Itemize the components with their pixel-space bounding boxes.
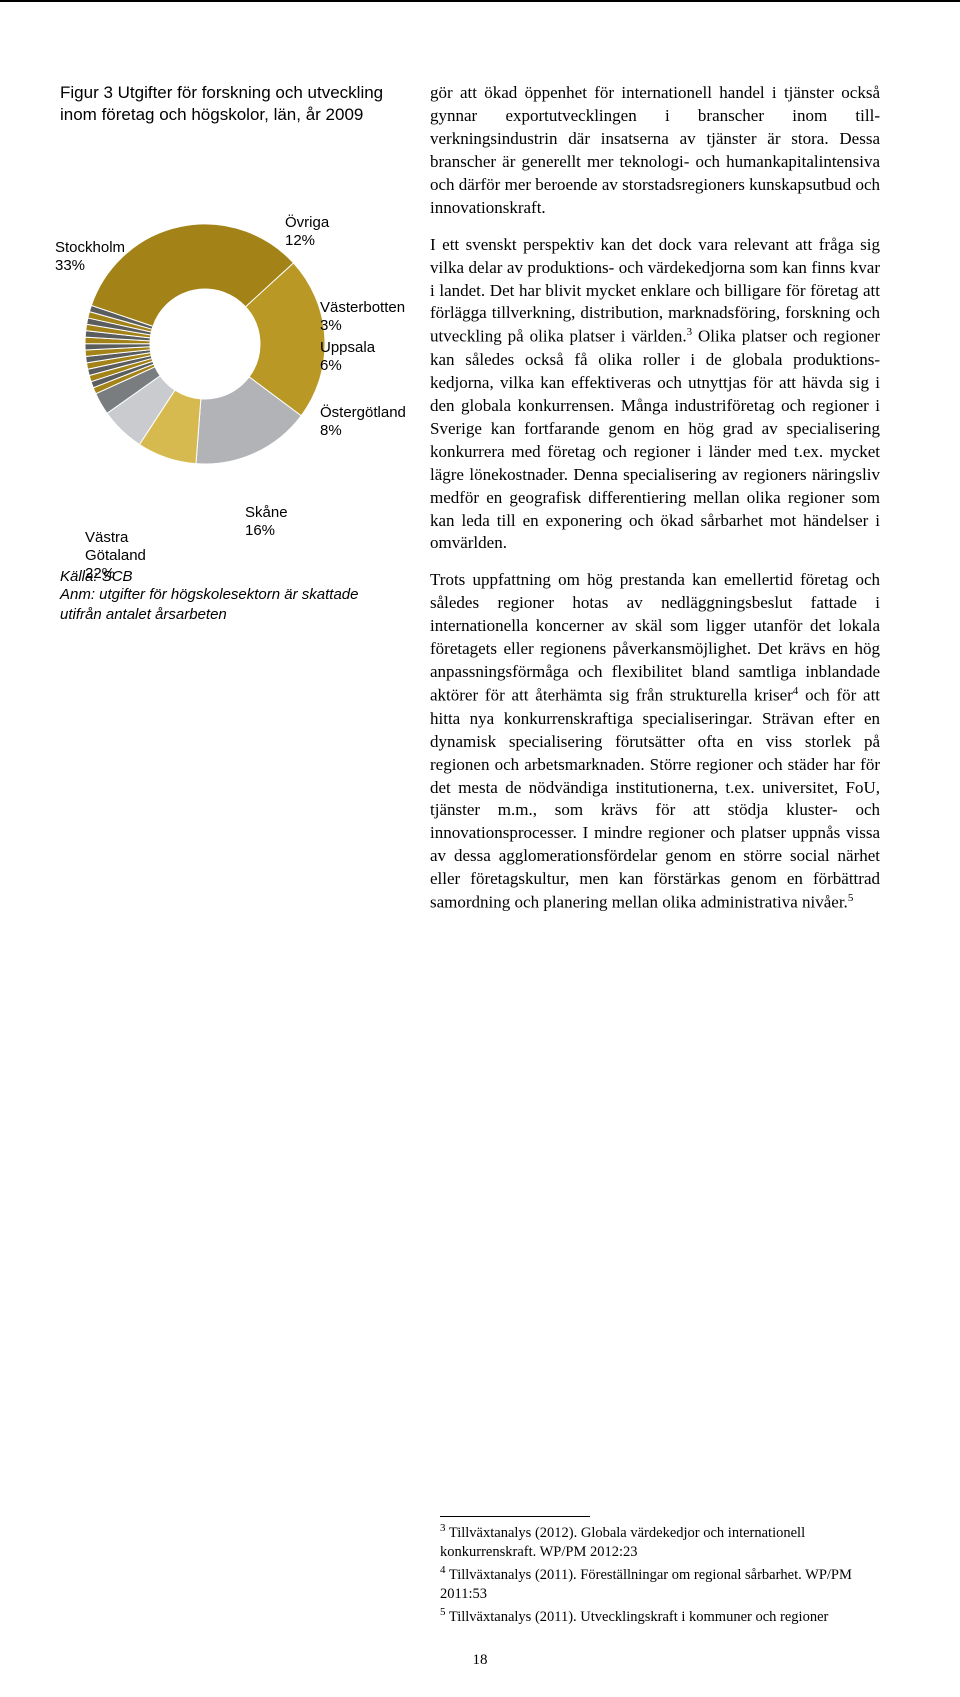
slice-label: VästraGötaland22% [85, 529, 146, 583]
footnote-rule [440, 1516, 590, 1517]
figure-column: Figur 3 Utgifter för forskning och utvec… [60, 82, 400, 929]
footnote-ref-5: 5 [848, 892, 854, 904]
footnote-5: 5 Tillväxtanalys (2011). Utvecklingskraf… [440, 1605, 880, 1627]
page-number: 18 [0, 1652, 960, 1669]
body-text: gör att ökad öppenhet för internationell… [430, 82, 880, 929]
p3-part-b: och för att hitta nya konkurrenskraftiga… [430, 686, 880, 912]
slice-label: Stockholm33% [55, 239, 125, 275]
two-column-layout: Figur 3 Utgifter för forskning och utvec… [60, 82, 880, 929]
paragraph-3: Trots uppfattning om hög prestanda kan e… [430, 569, 880, 914]
paragraph-2: I ett svenskt perspektiv kan det dock va… [430, 234, 880, 556]
p2-part-b: Olika platser och regioner kan således o… [430, 327, 880, 552]
figure-title: Figur 3 Utgifter för forskning och utvec… [60, 82, 400, 126]
slice-label: Östergötland8% [320, 404, 406, 440]
page: Figur 3 Utgifter för forskning och utvec… [0, 0, 960, 1697]
footnote-3: 3 Tillväxtanalys (2012). Globala värdeke… [440, 1521, 880, 1563]
figure-note: Anm: utgifter för högskolesektorn är ska… [60, 585, 400, 624]
slice-label: Skåne16% [245, 504, 288, 540]
slice-label: Övriga12% [285, 214, 329, 250]
slice-label: Uppsala6% [320, 339, 375, 375]
footnotes: 3 Tillväxtanalys (2012). Globala värdeke… [440, 1516, 880, 1627]
footnote-4: 4 Tillväxtanalys (2011). Föreställningar… [440, 1563, 880, 1605]
p3-part-a: Trots uppfattning om hög prestanda kan e… [430, 570, 880, 704]
paragraph-1: gör att ökad öppenhet för internationell… [430, 82, 880, 220]
slice-label: Västerbotten3% [320, 299, 405, 335]
donut-chart: Stockholm33%VästraGötaland22%Skåne16%Öst… [60, 134, 400, 554]
